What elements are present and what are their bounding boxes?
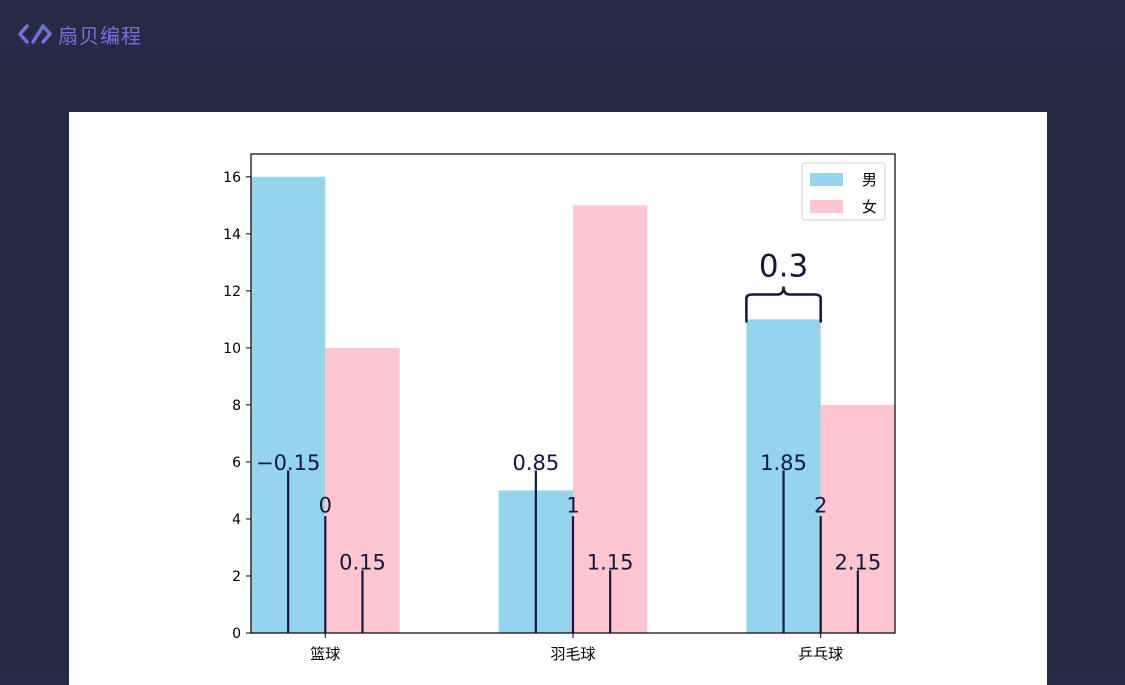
y-tick-label-8: 8 xyxy=(232,398,241,414)
bar-chart: −0.15 0 0.15 0.85 1 1.15 1.85 2 2.15 0.3 0 2 4 6 8 10 12… xyxy=(223,153,896,663)
legend-swatch-0 xyxy=(810,173,843,186)
y-tick-label-0: 0 xyxy=(232,626,241,642)
annotation-label-1: 0 xyxy=(319,494,332,518)
legend-swatch-1 xyxy=(810,200,843,213)
annotation-label-3: 0.85 xyxy=(512,451,559,475)
annotation-label-5: 1.15 xyxy=(587,551,634,575)
x-tick-label-1: 羽毛球 xyxy=(550,645,595,663)
x-tick-label-0: 篮球 xyxy=(310,645,340,663)
y-tick-label-16: 16 xyxy=(223,170,241,186)
annotation-label-2: 0.15 xyxy=(339,551,386,575)
bar-female-1 xyxy=(573,205,648,634)
annotation-label-6: 1.85 xyxy=(760,451,807,475)
y-tick-label-14: 14 xyxy=(223,227,241,243)
x-tick-label-2: 乒乓球 xyxy=(798,645,843,663)
code-brackets-icon xyxy=(18,24,52,44)
legend-label-1: 女 xyxy=(862,198,877,216)
annotation-label-4: 1 xyxy=(566,494,579,518)
brand-logo[interactable]: 扇贝编程 xyxy=(18,20,142,48)
top-bar: 扇贝编程 xyxy=(0,0,1125,52)
content-panel: −0.15 0 0.15 0.85 1 1.15 1.85 2 2.15 0.3 0 2 4 6 8 10 12… xyxy=(0,52,1125,685)
y-tick-label-6: 6 xyxy=(232,455,241,471)
brace-label: 0.3 xyxy=(759,249,808,285)
brand-name: 扇贝编程 xyxy=(58,23,142,48)
chart-card: −0.15 0 0.15 0.85 1 1.15 1.85 2 2.15 0.3 0 2 4 6 8 10 12… xyxy=(69,112,1047,685)
annotation-label-0: −0.15 xyxy=(256,451,320,475)
y-tick-label-10: 10 xyxy=(223,341,241,357)
y-tick-label-4: 4 xyxy=(232,512,241,528)
legend-label-0: 男 xyxy=(862,171,877,189)
y-tick-label-12: 12 xyxy=(223,284,241,300)
y-tick-label-2: 2 xyxy=(232,569,241,585)
annotation-label-7: 2 xyxy=(814,494,827,518)
brace-bracket xyxy=(745,286,822,323)
annotation-label-8: 2.15 xyxy=(834,551,881,575)
